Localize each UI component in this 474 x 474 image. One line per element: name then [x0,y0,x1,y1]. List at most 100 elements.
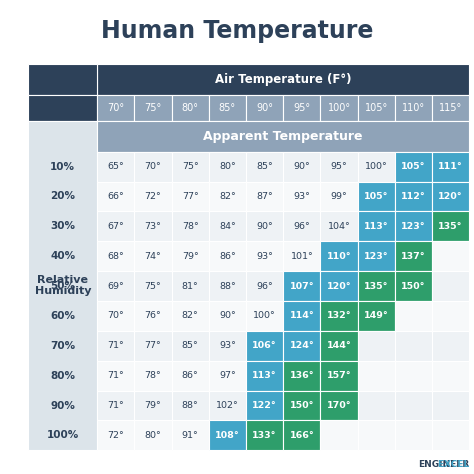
Text: 144°: 144° [327,341,351,350]
Bar [97,64,469,95]
Text: 106°: 106° [252,341,277,350]
Text: 90%: 90% [50,401,75,410]
Bar [172,391,209,420]
Bar [172,420,209,450]
Bar [97,391,135,420]
Bar [209,301,246,331]
Text: 71°: 71° [108,401,124,410]
Text: 70°: 70° [107,103,124,113]
Text: 80°: 80° [182,103,199,113]
Bar [283,182,320,211]
Bar [432,331,469,361]
Text: 90°: 90° [219,311,236,320]
Bar [283,361,320,391]
Bar [135,420,172,450]
Text: ENGINEER: ENGINEER [418,460,469,469]
Bar [135,182,172,211]
Bar [135,211,172,241]
Text: 73°: 73° [145,222,162,231]
Bar [320,95,357,121]
Bar [28,64,97,95]
Text: 166°: 166° [290,431,314,440]
Bar [395,331,432,361]
Text: 102°: 102° [216,401,239,410]
Text: 105°: 105° [401,162,426,171]
Text: 91°: 91° [182,431,199,440]
Text: 82°: 82° [219,192,236,201]
Text: 100°: 100° [253,311,276,320]
Text: 20%: 20% [50,191,75,201]
Text: 71°: 71° [108,371,124,380]
Bar [97,211,135,241]
Text: 96°: 96° [293,222,310,231]
Bar [283,152,320,182]
Text: 71°: 71° [108,341,124,350]
Text: 77°: 77° [145,341,161,350]
Text: 105°: 105° [365,103,388,113]
Text: 77°: 77° [182,192,199,201]
Text: 120°: 120° [327,282,351,291]
Text: 68°: 68° [108,252,124,261]
Bar [209,391,246,420]
Text: 80°: 80° [219,162,236,171]
Text: 111°: 111° [438,162,463,171]
Bar [97,271,135,301]
Text: 70°: 70° [145,162,161,171]
Text: 150°: 150° [290,401,314,410]
Text: 67°: 67° [108,222,124,231]
Text: 10%: 10% [50,162,75,172]
Bar [97,331,135,361]
Text: 72°: 72° [108,431,124,440]
Text: 112°: 112° [401,192,426,201]
Text: 93°: 93° [256,252,273,261]
Bar [97,301,135,331]
Bar [395,301,432,331]
Bar [135,241,172,271]
Text: 90°: 90° [293,162,310,171]
Bar [320,361,357,391]
Text: 75°: 75° [145,282,161,291]
Bar [357,391,395,420]
Bar [172,271,209,301]
Bar [246,331,283,361]
Text: 87°: 87° [256,192,273,201]
Text: 135°: 135° [364,282,389,291]
Bar [432,95,469,121]
Bar [357,331,395,361]
Text: 88°: 88° [182,401,199,410]
Bar [172,301,209,331]
Text: 60%: 60% [50,311,75,321]
Text: 90°: 90° [256,222,273,231]
Text: 78°: 78° [182,222,199,231]
Text: 110°: 110° [327,252,351,261]
Text: 99°: 99° [331,192,347,201]
Text: 65°: 65° [108,162,124,171]
Bar [246,361,283,391]
Bar [320,420,357,450]
Bar [432,420,469,450]
Bar [357,420,395,450]
Text: 123°: 123° [364,252,389,261]
Bar [395,271,432,301]
Text: 79°: 79° [145,401,161,410]
Bar [209,95,246,121]
Bar [135,301,172,331]
Bar [395,211,432,241]
Bar [320,331,357,361]
Text: 157°: 157° [327,371,351,380]
Text: 69°: 69° [108,282,124,291]
Text: 85°: 85° [182,341,199,350]
Text: 50%: 50% [50,281,75,291]
Bar [320,391,357,420]
Bar [395,182,432,211]
Text: 76°: 76° [145,311,161,320]
Bar [432,241,469,271]
Bar [246,241,283,271]
Bar [97,95,135,121]
Text: 104°: 104° [328,222,350,231]
Text: 115°: 115° [439,103,462,113]
Text: 124°: 124° [290,341,314,350]
Bar [283,211,320,241]
Bar [172,182,209,211]
Text: 72°: 72° [145,192,161,201]
